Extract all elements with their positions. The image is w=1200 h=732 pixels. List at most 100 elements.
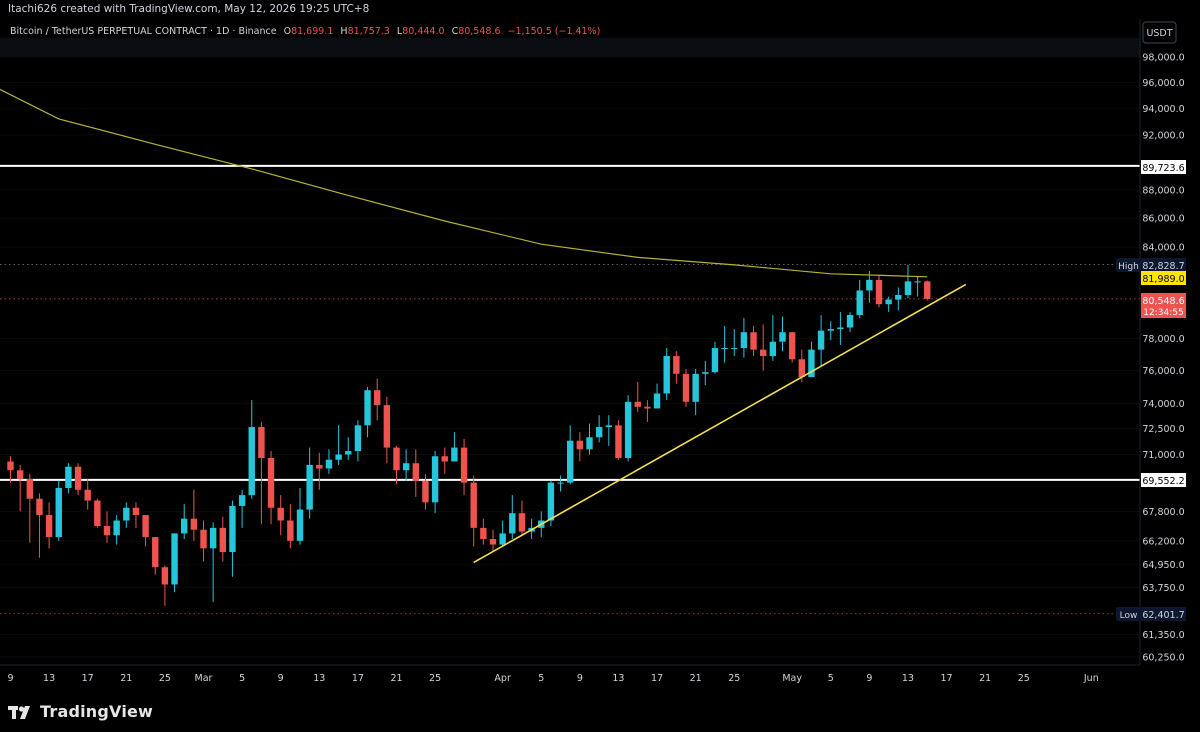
candle	[653, 383, 661, 409]
candle	[904, 264, 912, 299]
candle-body	[567, 440, 574, 483]
candle-body	[383, 405, 391, 448]
candle-body	[509, 513, 516, 534]
candle	[354, 420, 362, 462]
price-tick-label: 78,000.0	[1142, 334, 1184, 345]
price-tick-label: 96,000.0	[1142, 78, 1184, 89]
candle-body	[808, 349, 815, 378]
candle-body	[924, 281, 931, 299]
candle	[306, 447, 313, 519]
candle-body	[557, 482, 564, 484]
candle-body	[74, 466, 82, 490]
candle	[277, 495, 284, 536]
candle-body	[7, 461, 14, 471]
legend-o-value: 81,699.1	[291, 26, 333, 37]
time-tick-label: 17	[651, 673, 663, 684]
candle	[229, 500, 236, 577]
candle-body	[316, 464, 323, 469]
candle	[142, 515, 149, 547]
candle-body	[895, 295, 902, 300]
moving-average	[0, 88, 928, 278]
time-tick-label: 13	[313, 673, 325, 684]
candle-body	[480, 527, 487, 539]
trendline[interactable]	[473, 283, 967, 564]
candle	[45, 502, 53, 549]
candle	[345, 437, 352, 460]
price-tick-label: 94,000.0	[1142, 104, 1184, 115]
candle-body	[113, 520, 120, 536]
last-price-tag: 80,548.6 12:34:55	[1141, 293, 1186, 318]
candle-body	[489, 538, 497, 545]
candle	[132, 502, 140, 528]
candle	[402, 449, 410, 481]
tradingview-logo[interactable]: TradingView	[8, 702, 153, 721]
candle-body	[238, 495, 246, 506]
credit-text: Itachi626 created with TradingView.com, …	[8, 3, 370, 15]
candle-body	[393, 447, 400, 471]
candle-body	[576, 440, 584, 450]
candle	[615, 420, 622, 460]
candle	[335, 425, 342, 465]
time-tick-label: Apr	[494, 673, 511, 684]
candle-body	[152, 537, 159, 568]
high-label: High	[1118, 262, 1139, 272]
currency-button[interactable]: USDT	[1142, 21, 1177, 44]
ma-value: 81,989.0	[1142, 274, 1184, 285]
legend-c-label: C	[452, 26, 459, 37]
last-price-value: 80,548.6	[1142, 296, 1184, 307]
candle	[296, 487, 304, 545]
price-tick-label: 66,200.0	[1142, 536, 1184, 547]
candle	[605, 415, 612, 446]
price-tick-label: 67,800.0	[1142, 507, 1184, 518]
candle-body	[200, 529, 207, 549]
time-tick-label: Jun	[1083, 673, 1099, 684]
candle	[74, 463, 82, 496]
price-chart[interactable]: Bitcoin / TetherUS PERPETUAL CONTRACT · …	[0, 0, 1200, 692]
candle	[258, 421, 265, 525]
candle-body	[431, 456, 439, 503]
time-tick-label: 25	[1018, 673, 1030, 684]
candle-body	[345, 451, 352, 455]
candle	[576, 432, 584, 462]
candle-body	[663, 356, 670, 394]
price-tick-label: 61,350.0	[1142, 630, 1184, 641]
candle-body	[296, 509, 304, 541]
candle-body	[142, 515, 149, 538]
candle	[760, 324, 767, 371]
candle	[219, 516, 226, 562]
candle	[788, 332, 796, 363]
ma-value-tag: 81,989.0	[1141, 271, 1186, 285]
candle-body	[817, 330, 825, 350]
legend-band	[0, 38, 1140, 57]
candle	[374, 378, 381, 421]
candle	[84, 479, 91, 510]
candle-body	[702, 372, 709, 374]
candle	[36, 493, 43, 558]
candle	[644, 400, 651, 422]
candle-body	[875, 279, 883, 305]
candle	[895, 287, 902, 311]
candles	[7, 264, 931, 606]
candle-body	[26, 479, 33, 499]
candle-body	[451, 447, 458, 462]
candle-body	[364, 390, 371, 426]
bar-countdown: 12:34:55	[1143, 308, 1183, 318]
time-tick-label: 13	[43, 673, 55, 684]
candle	[123, 502, 130, 528]
chart-background	[0, 19, 1200, 692]
candle	[518, 500, 526, 536]
candle-body	[422, 480, 429, 503]
candle-body	[325, 459, 333, 469]
time-tick-label: Mar	[195, 673, 213, 684]
upper-level-tag: 89,723.6	[1141, 160, 1186, 174]
candle-body	[634, 401, 641, 407]
candle-body	[84, 489, 91, 501]
time-tick-label: 21	[120, 673, 132, 684]
candle	[692, 368, 699, 416]
candle	[624, 395, 632, 462]
candle-body	[94, 500, 101, 527]
candle-body	[354, 425, 362, 452]
candle	[924, 280, 931, 301]
legend-c-value: 80,548.6	[458, 26, 500, 37]
candle	[460, 438, 468, 496]
